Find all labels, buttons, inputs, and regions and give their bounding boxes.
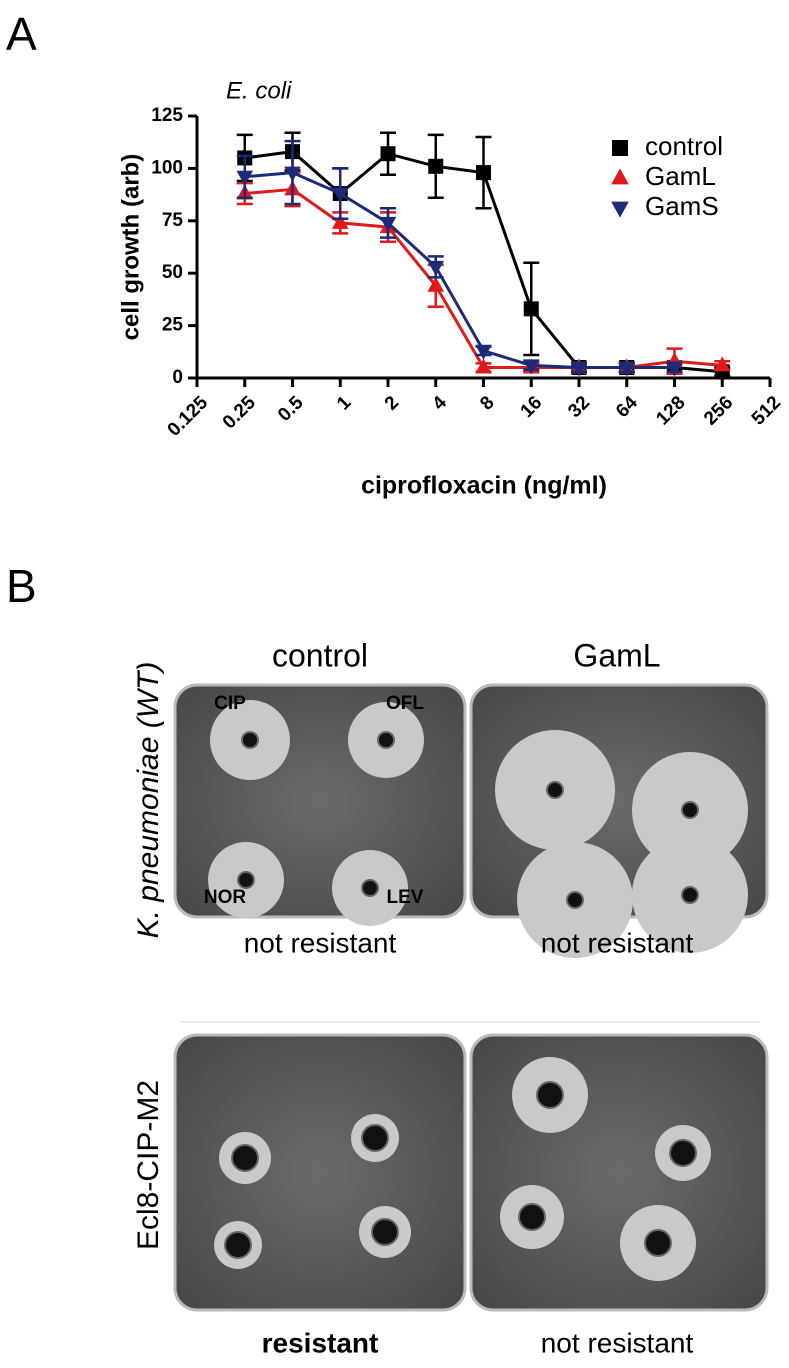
column-header: GamL [573,637,660,673]
antibiotic-disk [644,1229,672,1257]
legend-marker [611,201,629,218]
data-point [284,166,301,182]
antibiotic-disk [377,731,395,749]
x-tick-label: 8 [476,392,498,414]
data-point [523,359,540,375]
data-point [427,276,444,292]
x-axis-label: ciprofloxacin (ng/ml) [361,472,607,500]
antibiotic-disk [518,1203,546,1231]
x-tick-label: 0.25 [219,392,260,433]
caption: not resistant [244,927,397,958]
x-tick-label: 4 [429,392,452,415]
data-point [427,260,444,276]
antibiotic-disk [669,1139,697,1167]
data-point [428,158,444,174]
data-point [332,187,349,203]
caption: not resistant [541,927,694,958]
antibiotic-disk [566,891,584,909]
x-tick-label: 0.5 [274,392,308,426]
disk-label: LEV [387,887,424,908]
y-tick-label: 75 [162,210,184,231]
x-tick-label: 32 [564,392,594,422]
caption: not resistant [541,1327,694,1358]
x-tick-label: 256 [700,392,737,429]
data-point [476,165,491,181]
data-point [379,216,397,232]
antibiotic-disk [371,1218,399,1246]
row-label: Ecl8-CIP-M2 [132,1080,165,1250]
antibiotic-disk [224,1231,252,1259]
plate [469,1033,769,1312]
antibiotic-disk [237,871,255,889]
legend-label: control [645,131,723,161]
caption: resistant [262,1327,379,1358]
plates: control GamL K. pneumoniae (WT) Ecl8-CIP-M2… [132,637,769,1358]
x-tick-label: 1 [333,392,356,415]
antibiotic-disk [361,1124,389,1152]
legend-label: GamS [645,191,719,221]
antibiotic-disk [241,731,259,749]
data-point [475,358,492,374]
disk-label: OFL [386,693,424,714]
antibiotic-disk [681,801,699,819]
data-point [332,213,349,229]
antibiotic-disk [536,1081,564,1109]
panel-label: A [6,8,37,60]
y-tick-label: 25 [162,315,184,336]
chart-title: E. coli [226,77,292,104]
data-point [475,344,492,360]
antibiotic-disk [681,886,699,904]
row-label: K. pneumoniae (WT) [132,662,165,939]
data-point [714,356,731,372]
antibiotic-disk [546,781,564,799]
x-tick-label: 512 [748,392,785,429]
x-tick-label: 0.125 [164,392,213,441]
x-tick-label: 64 [612,392,642,422]
legend-label: GamL [645,161,716,191]
data-point [618,361,635,377]
data-point [523,301,539,317]
disk-label: NOR [204,887,247,908]
x-tick-label: 2 [381,392,403,414]
series-line [244,171,675,370]
data-point [380,146,396,162]
plate [173,1033,467,1312]
legend-marker [612,140,628,156]
y-tick-label: 125 [151,105,183,126]
y-tick-label: 50 [162,262,183,283]
legend-marker [611,168,629,185]
y-axis-label: cell growth (arb) [117,154,144,341]
y-tick-label: 0 [172,367,183,388]
antibiotic-disk [231,1144,259,1172]
data-point [570,361,588,377]
x-tick-label: 128 [652,392,689,429]
x-tick-label: 16 [517,392,547,422]
data-point [666,361,683,377]
disk-label: CIP [214,693,246,714]
column-header: control [272,637,368,673]
antibiotic-disk [361,879,379,897]
chart: 0 25 50 75 100 125 0.125 0.25 0.5 1 2 4 8 16 32 64 128 25… [151,105,785,441]
panel-label: B [6,560,37,612]
data-point [236,170,253,186]
y-tick-label: 100 [151,157,183,178]
